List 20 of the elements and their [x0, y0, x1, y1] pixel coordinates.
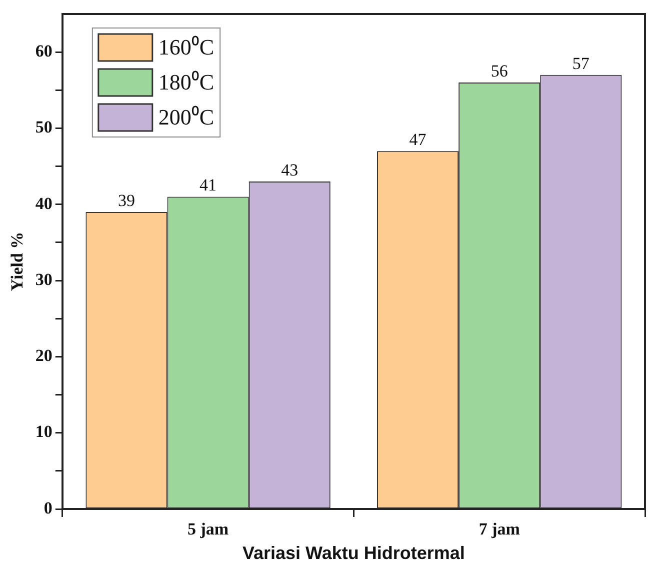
y-tick-label: 10	[35, 422, 52, 442]
x-tick-label: 7 jam	[478, 520, 520, 539]
x-axis-title: Variasi Waktu Hidrotermal	[242, 543, 465, 564]
legend-label: 180⁰C	[158, 69, 214, 94]
data-label: 43	[281, 160, 298, 180]
legend-label: 200⁰C	[158, 104, 214, 130]
legend-label: 160⁰C	[158, 34, 214, 60]
y-tick-label: 60	[35, 41, 52, 60]
data-label: 47	[409, 130, 427, 150]
data-label: 41	[200, 176, 217, 195]
y-tick-label: 50	[35, 118, 52, 137]
data-label: 56	[490, 62, 508, 81]
data-label: 57	[572, 54, 590, 73]
y-tick-label: 0	[44, 498, 52, 518]
data-label: 39	[118, 190, 135, 210]
y-tick-label: 30	[35, 270, 52, 289]
y-axis-title: Yield %	[8, 232, 27, 292]
y-tick-label: 20	[35, 346, 52, 366]
y-tick-label: 40	[35, 194, 52, 213]
x-tick-label: 5 jam	[188, 520, 229, 539]
